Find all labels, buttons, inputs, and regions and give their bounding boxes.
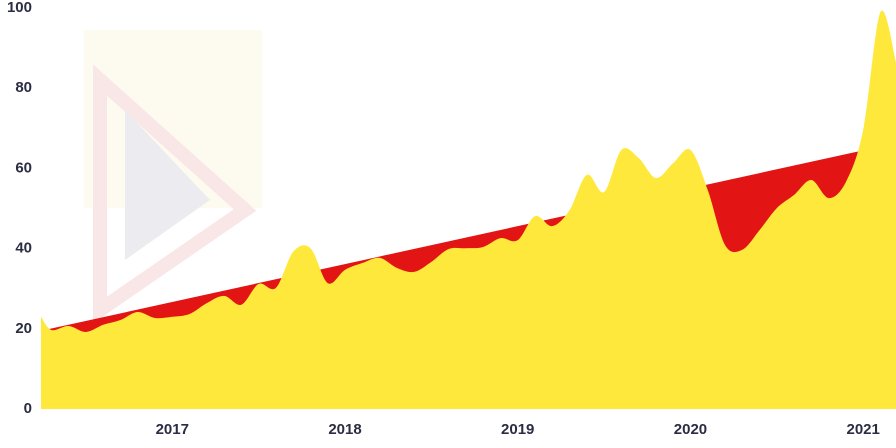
y-tick-label: 0: [24, 400, 32, 417]
x-tick-label: 2020: [674, 421, 707, 438]
watermark-box: [84, 30, 262, 208]
y-tick-label: 60: [15, 159, 32, 176]
watermark-logo: [125, 110, 210, 260]
watermark: [84, 30, 262, 324]
x-tick-label: 2019: [501, 421, 534, 438]
y-tick-label: 80: [15, 79, 32, 96]
x-tick-label: 2021: [846, 421, 879, 438]
y-tick-label: 20: [15, 320, 32, 337]
y-tick-label: 40: [15, 240, 32, 257]
x-tick-label: 2017: [156, 421, 189, 438]
area: [41, 10, 896, 410]
watermark-logo: [93, 64, 257, 324]
y-tick-label: 100: [7, 0, 32, 16]
x-tick-label: 2018: [328, 421, 361, 438]
